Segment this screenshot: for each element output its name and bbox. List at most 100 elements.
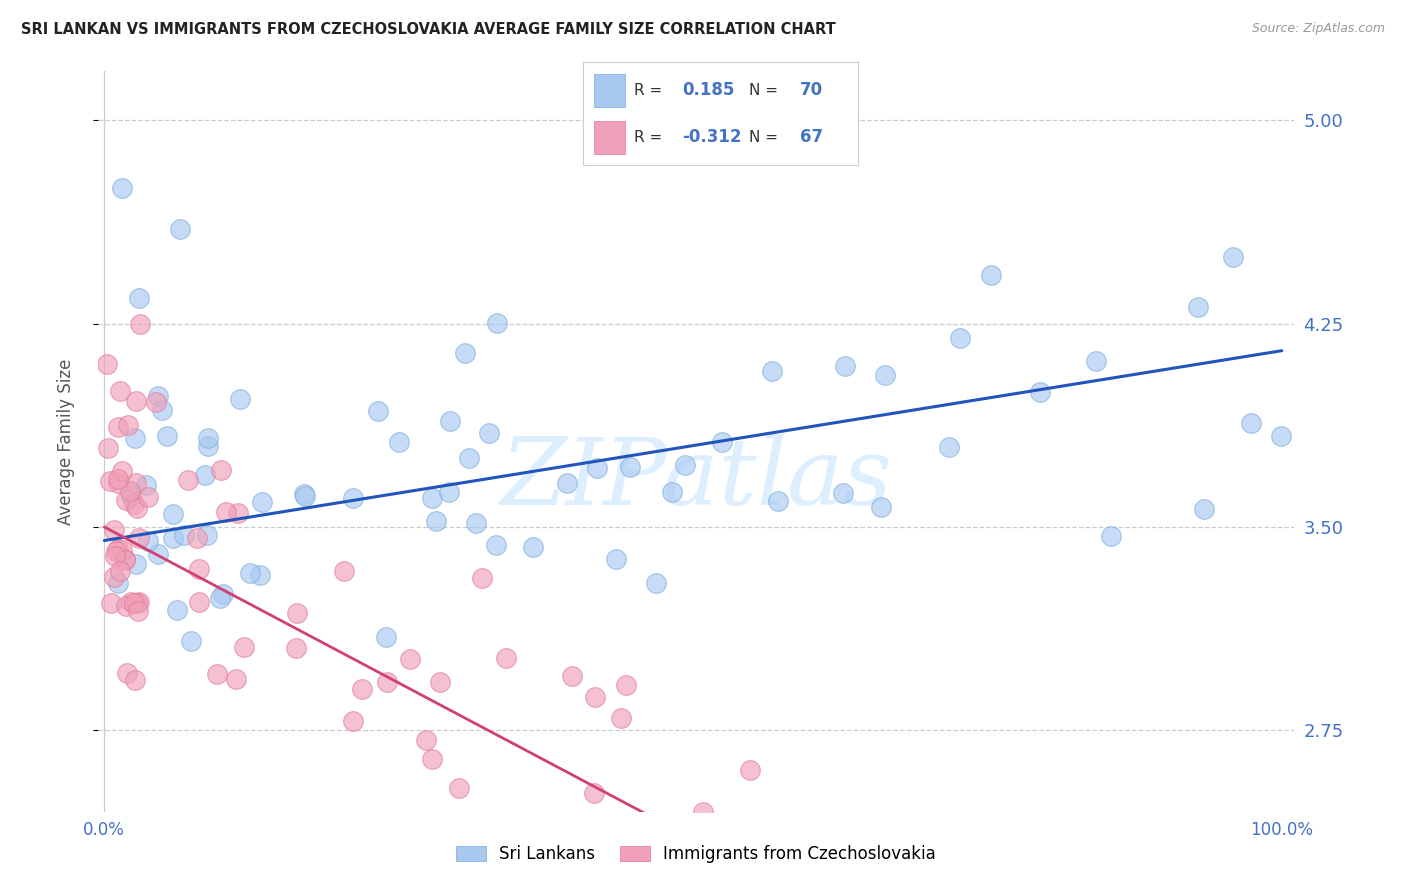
Point bbox=[586, 461, 609, 475]
Point bbox=[229, 392, 252, 406]
Point bbox=[619, 459, 641, 474]
Point bbox=[437, 484, 460, 499]
Point bbox=[249, 568, 271, 582]
Point bbox=[162, 531, 184, 545]
Point bbox=[449, 781, 471, 796]
Point bbox=[239, 566, 262, 581]
Point bbox=[125, 557, 148, 571]
Point bbox=[1029, 385, 1052, 400]
Point bbox=[115, 665, 138, 680]
Point bbox=[128, 291, 150, 305]
Point bbox=[136, 490, 159, 504]
Text: N =: N = bbox=[749, 130, 779, 145]
Point bbox=[188, 562, 211, 576]
Point bbox=[166, 602, 188, 616]
Point bbox=[614, 678, 637, 692]
Point bbox=[104, 549, 127, 563]
Point bbox=[103, 523, 125, 537]
Point bbox=[425, 514, 447, 528]
Point bbox=[97, 441, 120, 455]
Point bbox=[100, 596, 122, 610]
Bar bbox=[595, 121, 624, 153]
Point bbox=[582, 786, 605, 800]
Point bbox=[122, 596, 145, 610]
Point bbox=[949, 331, 972, 345]
Point bbox=[420, 752, 443, 766]
Point bbox=[108, 384, 131, 399]
Bar bbox=[595, 74, 624, 106]
Point bbox=[148, 547, 170, 561]
Point bbox=[215, 505, 238, 519]
Point bbox=[605, 552, 627, 566]
Point bbox=[1187, 300, 1209, 314]
Point bbox=[212, 587, 235, 601]
Point bbox=[465, 516, 488, 530]
Point bbox=[169, 221, 191, 235]
Point bbox=[350, 682, 373, 697]
Legend: Sri Lankans, Immigrants from Czechoslovakia: Sri Lankans, Immigrants from Czechoslova… bbox=[449, 838, 943, 870]
Point bbox=[485, 538, 508, 552]
Y-axis label: Average Family Size: Average Family Size bbox=[56, 359, 75, 524]
Text: N =: N = bbox=[749, 83, 779, 97]
Point bbox=[207, 667, 229, 681]
Point bbox=[115, 493, 138, 508]
Point bbox=[128, 317, 150, 331]
Point bbox=[522, 540, 544, 554]
Text: 70: 70 bbox=[800, 81, 823, 99]
Point bbox=[120, 489, 142, 503]
Point bbox=[285, 606, 308, 620]
Point bbox=[111, 181, 134, 195]
Point bbox=[486, 316, 509, 330]
Point bbox=[128, 595, 150, 609]
Point bbox=[197, 439, 219, 453]
Text: 67: 67 bbox=[800, 128, 823, 146]
Point bbox=[1099, 529, 1122, 543]
Point bbox=[162, 507, 184, 521]
Point bbox=[367, 403, 389, 417]
Point bbox=[107, 420, 129, 434]
Point bbox=[107, 541, 129, 556]
Point bbox=[1084, 354, 1107, 368]
Point bbox=[644, 575, 666, 590]
Point bbox=[194, 468, 217, 483]
Point bbox=[107, 575, 129, 590]
Point bbox=[124, 431, 146, 445]
Point bbox=[333, 564, 356, 578]
Point bbox=[98, 475, 121, 489]
Point bbox=[761, 364, 783, 378]
Point bbox=[107, 475, 129, 490]
Point bbox=[292, 486, 315, 500]
Point bbox=[124, 673, 146, 688]
Point bbox=[114, 553, 136, 567]
Point bbox=[108, 564, 131, 578]
Point bbox=[938, 440, 960, 454]
Point bbox=[420, 491, 443, 506]
Point bbox=[118, 483, 141, 498]
Point bbox=[188, 594, 211, 608]
Point bbox=[197, 430, 219, 444]
Point bbox=[125, 394, 148, 409]
Point bbox=[294, 489, 316, 503]
Point bbox=[342, 491, 364, 505]
Point bbox=[120, 595, 142, 609]
Point bbox=[1222, 250, 1244, 264]
Point bbox=[127, 596, 149, 610]
Point bbox=[768, 494, 790, 508]
Text: ZIPatlas: ZIPatlas bbox=[501, 434, 891, 524]
Point bbox=[209, 463, 232, 477]
Point bbox=[110, 464, 132, 478]
Point bbox=[610, 711, 633, 725]
Point bbox=[252, 494, 274, 508]
Point bbox=[692, 805, 714, 819]
Point bbox=[561, 669, 583, 683]
Point bbox=[127, 501, 149, 516]
Point bbox=[145, 394, 167, 409]
Point bbox=[471, 571, 494, 585]
Point bbox=[980, 268, 1002, 282]
Point bbox=[117, 417, 139, 432]
Point bbox=[415, 732, 437, 747]
Point bbox=[458, 451, 481, 466]
Point bbox=[156, 429, 179, 443]
Point bbox=[180, 634, 202, 648]
Point bbox=[233, 640, 256, 654]
